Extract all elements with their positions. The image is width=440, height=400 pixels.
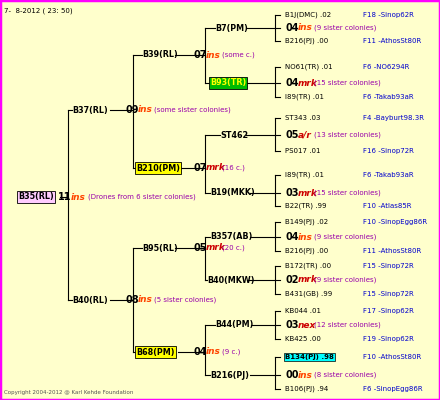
Text: B106(PJ) .94: B106(PJ) .94 [285, 386, 328, 392]
Text: (some c.): (some c.) [223, 52, 255, 58]
Text: (15 sister colonies): (15 sister colonies) [315, 190, 381, 196]
Text: Copyright 2004-2012 @ Karl Kehde Foundation: Copyright 2004-2012 @ Karl Kehde Foundat… [4, 390, 133, 395]
Text: B149(PJ) .02: B149(PJ) .02 [285, 219, 328, 225]
Text: B1J(DMC) .02: B1J(DMC) .02 [285, 12, 331, 18]
Text: KB044 .01: KB044 .01 [285, 308, 321, 314]
Text: B216(PJ): B216(PJ) [210, 370, 249, 380]
Text: 04: 04 [193, 347, 206, 357]
Text: (9 sister colonies): (9 sister colonies) [315, 277, 377, 283]
Text: (15 sister colonies): (15 sister colonies) [315, 80, 381, 86]
Text: ins: ins [71, 192, 86, 202]
Text: F6 -Takab93aR: F6 -Takab93aR [363, 94, 414, 100]
Text: B216(PJ) .00: B216(PJ) .00 [285, 248, 328, 254]
Text: (9 c.): (9 c.) [223, 349, 241, 355]
Text: ins: ins [298, 232, 313, 242]
Text: F6 -SinopEgg86R: F6 -SinopEgg86R [363, 386, 423, 392]
Text: B95(RL): B95(RL) [142, 244, 178, 252]
Text: 00: 00 [285, 370, 298, 380]
Text: B40(MKW): B40(MKW) [207, 276, 254, 284]
Text: B35(RL): B35(RL) [18, 192, 54, 202]
Text: mrk: mrk [298, 276, 318, 284]
Text: mrk: mrk [298, 78, 318, 88]
Text: 03: 03 [285, 320, 298, 330]
Text: 7-  8-2012 ( 23: 50): 7- 8-2012 ( 23: 50) [4, 8, 73, 14]
Text: (some sister colonies): (some sister colonies) [154, 107, 231, 113]
Text: 08: 08 [125, 295, 139, 305]
Text: a/r: a/r [298, 130, 312, 140]
Text: F11 -AthosSt80R: F11 -AthosSt80R [363, 38, 421, 44]
Text: (9 sister colonies): (9 sister colonies) [315, 234, 377, 240]
Text: ins: ins [138, 296, 153, 304]
Text: B68(PM): B68(PM) [136, 348, 175, 356]
Text: mrk: mrk [206, 244, 226, 252]
Text: PS017 .01: PS017 .01 [285, 148, 320, 154]
Text: 05: 05 [285, 130, 298, 140]
Text: B93(TR): B93(TR) [210, 78, 246, 88]
Text: ins: ins [138, 106, 153, 114]
Text: F19 -Sinop62R: F19 -Sinop62R [363, 336, 414, 342]
Text: F10 -AthosSt80R: F10 -AthosSt80R [363, 354, 421, 360]
Text: KB425 .00: KB425 .00 [285, 336, 321, 342]
Text: F10 -SinopEgg86R: F10 -SinopEgg86R [363, 219, 427, 225]
Text: F15 -Sinop72R: F15 -Sinop72R [363, 291, 414, 297]
Text: 02: 02 [285, 275, 298, 285]
Text: (12 sister colonies): (12 sister colonies) [315, 322, 381, 328]
Text: F4 -Bayburt98.3R: F4 -Bayburt98.3R [363, 115, 424, 121]
Text: 04: 04 [285, 78, 298, 88]
Text: 07: 07 [193, 163, 206, 173]
Text: 05: 05 [193, 243, 206, 253]
Text: 11: 11 [58, 192, 71, 202]
Text: NO61(TR) .01: NO61(TR) .01 [285, 64, 333, 70]
Text: F17 -Sinop62R: F17 -Sinop62R [363, 308, 414, 314]
Text: I89(TR) .01: I89(TR) .01 [285, 172, 324, 178]
Text: 07: 07 [193, 50, 206, 60]
Text: mrk: mrk [298, 188, 318, 198]
Text: B19(MKK): B19(MKK) [210, 188, 255, 198]
Text: (5 sister colonies): (5 sister colonies) [154, 297, 217, 303]
Text: ST462: ST462 [220, 130, 248, 140]
Text: F18 -Sinop62R: F18 -Sinop62R [363, 12, 414, 18]
Text: (9 sister colonies): (9 sister colonies) [315, 25, 377, 31]
Text: B44(PM): B44(PM) [215, 320, 253, 330]
Text: 04: 04 [285, 23, 298, 33]
Text: 03: 03 [285, 188, 298, 198]
Text: F10 -Atlas85R: F10 -Atlas85R [363, 203, 411, 209]
Text: ST343 .03: ST343 .03 [285, 115, 320, 121]
Text: mrk: mrk [206, 164, 226, 172]
Text: F15 -Sinop72R: F15 -Sinop72R [363, 263, 414, 269]
Text: ins: ins [298, 370, 313, 380]
Text: 09: 09 [125, 105, 139, 115]
Text: nex: nex [298, 320, 316, 330]
Text: (20 c.): (20 c.) [223, 245, 245, 251]
Text: I89(TR) .01: I89(TR) .01 [285, 94, 324, 100]
Text: F6 -Takab93aR: F6 -Takab93aR [363, 172, 414, 178]
Text: ins: ins [206, 348, 221, 356]
Text: F6 -NO6294R: F6 -NO6294R [363, 64, 409, 70]
Text: F11 -AthosSt80R: F11 -AthosSt80R [363, 248, 421, 254]
Text: F16 -Sinop72R: F16 -Sinop72R [363, 148, 414, 154]
Text: B210(PM): B210(PM) [136, 164, 180, 172]
Text: ins: ins [298, 24, 313, 32]
Text: B7(PM): B7(PM) [215, 24, 248, 32]
Text: 04: 04 [285, 232, 298, 242]
Text: (16 c.): (16 c.) [223, 165, 246, 171]
Text: B37(RL): B37(RL) [72, 106, 108, 114]
Text: B40(RL): B40(RL) [72, 296, 108, 304]
Text: B134(PJ) .98: B134(PJ) .98 [285, 354, 334, 360]
Text: B172(TR) .00: B172(TR) .00 [285, 263, 331, 269]
Text: B431(GB) .99: B431(GB) .99 [285, 291, 332, 297]
Text: (8 sister colonies): (8 sister colonies) [315, 372, 377, 378]
Text: (13 sister colonies): (13 sister colonies) [315, 132, 381, 138]
Text: ins: ins [206, 50, 221, 60]
Text: (Drones from 6 sister colonies): (Drones from 6 sister colonies) [88, 194, 195, 200]
Text: B22(TR) .99: B22(TR) .99 [285, 203, 326, 209]
Text: B39(RL): B39(RL) [142, 50, 178, 60]
Text: B216(PJ) .00: B216(PJ) .00 [285, 38, 328, 44]
Text: B357(AB): B357(AB) [210, 232, 253, 242]
